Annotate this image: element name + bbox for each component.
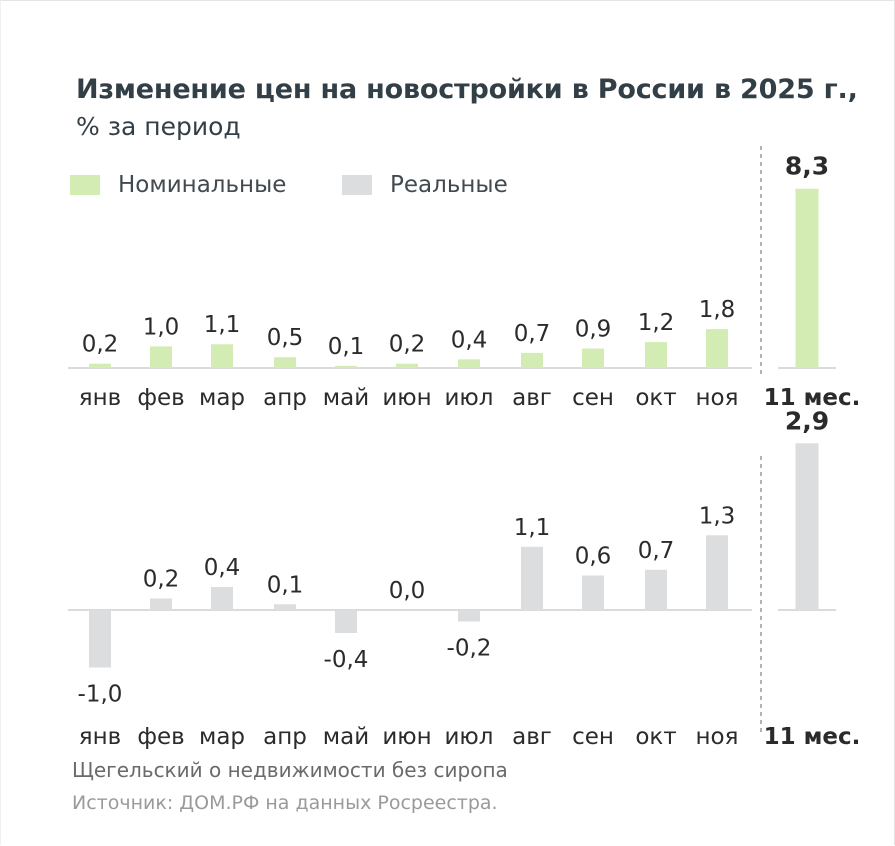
tick-label-nominal-ноя: ноя (696, 385, 739, 411)
tick-label-real-июл: июл (444, 724, 493, 750)
tick-label-real-окт: окт (635, 724, 676, 750)
tick-label-nominal-мар: мар (199, 385, 245, 411)
tick-label-real-янв: янв (79, 724, 121, 750)
legend-label-real: Реальные (390, 172, 508, 198)
footer-source: Источник: ДОМ.РФ на данных Росреестра. (72, 792, 498, 814)
tick-label-total-real: 11 мес. (764, 724, 861, 750)
data-label-real-янв: -1,0 (78, 682, 123, 708)
legend-label-nominal: Номинальные (118, 172, 287, 198)
data-label-real-сен: 0,6 (575, 544, 612, 570)
bar-nominal-окт (645, 342, 667, 368)
bar-real-авг (521, 546, 543, 610)
data-label-nominal-мар: 1,1 (204, 312, 241, 338)
tick-label-nominal-фев: фев (137, 385, 184, 411)
data-label-real-авг: 1,1 (514, 515, 551, 541)
data-label-real-окт: 0,7 (638, 538, 675, 564)
bar-nominal-янв (89, 363, 111, 368)
bar-real-апр (274, 604, 296, 610)
data-label-total-nominal: 8,3 (785, 152, 829, 181)
bar-nominal-ноя (706, 329, 728, 368)
tick-label-real-мар: мар (199, 724, 245, 750)
data-label-real-апр: 0,1 (267, 572, 304, 598)
bar-total-nominal (795, 188, 819, 368)
data-label-real-июл: -0,2 (447, 636, 492, 662)
tick-label-real-авг: авг (512, 724, 552, 750)
tick-label-real-май: май (323, 724, 369, 750)
bar-nominal-апр (274, 357, 296, 368)
tick-label-real-июн: июн (382, 724, 431, 750)
footer-author: Щегельский о недвижимости без сиропа (72, 758, 508, 782)
tick-label-nominal-авг: авг (512, 385, 552, 411)
tick-label-nominal-окт: окт (635, 385, 676, 411)
legend-item-nominal: Номинальные (70, 172, 286, 198)
data-label-nominal-ноя: 1,8 (699, 297, 736, 323)
tick-label-real-сен: сен (572, 724, 614, 750)
bar-nominal-фев (150, 346, 172, 368)
data-label-total-real: 2,9 (785, 406, 829, 435)
data-label-nominal-янв: 0,2 (82, 332, 119, 358)
bar-real-июл (458, 610, 480, 622)
data-label-real-ноя: 1,3 (699, 503, 736, 529)
data-label-real-фев: 0,2 (143, 567, 180, 593)
bar-real-май (335, 610, 357, 633)
data-label-real-мар: 0,4 (204, 555, 241, 581)
tick-label-real-ноя: ноя (696, 724, 739, 750)
bar-real-ноя (706, 535, 728, 610)
bar-real-фев (150, 598, 172, 610)
chart-title: Изменение цен на новостройки в России в … (76, 74, 858, 105)
legend-item-real: Реальные (342, 172, 508, 198)
data-label-nominal-апр: 0,5 (267, 325, 304, 351)
data-label-nominal-фев: 1,0 (143, 314, 180, 340)
tick-label-nominal-июл: июл (444, 385, 493, 411)
bar-total-real (795, 443, 819, 610)
tick-label-real-апр: апр (263, 724, 307, 750)
tick-label-nominal-май: май (323, 385, 369, 411)
data-label-nominal-май: 0,1 (328, 334, 365, 360)
data-label-nominal-сен: 0,9 (575, 317, 612, 343)
data-label-nominal-авг: 0,7 (514, 321, 551, 347)
bar-real-окт (645, 569, 667, 610)
tick-label-real-фев: фев (137, 724, 184, 750)
tick-label-nominal-янв: янв (79, 385, 121, 411)
tick-label-total-nominal: 11 мес. (764, 385, 861, 411)
bar-nominal-май (335, 365, 357, 368)
bar-nominal-мар (211, 344, 233, 368)
chart-subtitle: % за период (76, 112, 241, 141)
bar-nominal-июн (396, 363, 418, 368)
data-label-real-июн: 0,0 (389, 578, 426, 604)
data-label-nominal-июл: 0,4 (451, 327, 488, 353)
bar-real-янв (89, 610, 111, 668)
tick-label-nominal-апр: апр (263, 385, 307, 411)
tick-label-nominal-сен: сен (572, 385, 614, 411)
tick-label-nominal-июн: июн (382, 385, 431, 411)
data-label-real-май: -0,4 (324, 647, 369, 673)
bar-nominal-авг (521, 352, 543, 368)
bar-nominal-июл (458, 359, 480, 368)
bar-nominal-сен (582, 348, 604, 368)
data-label-nominal-июн: 0,2 (389, 332, 426, 358)
bar-real-мар (211, 587, 233, 610)
legend-swatch-real (342, 175, 372, 195)
data-label-nominal-окт: 1,2 (638, 310, 675, 336)
bar-real-сен (582, 575, 604, 610)
legend-swatch-nominal (70, 175, 100, 195)
